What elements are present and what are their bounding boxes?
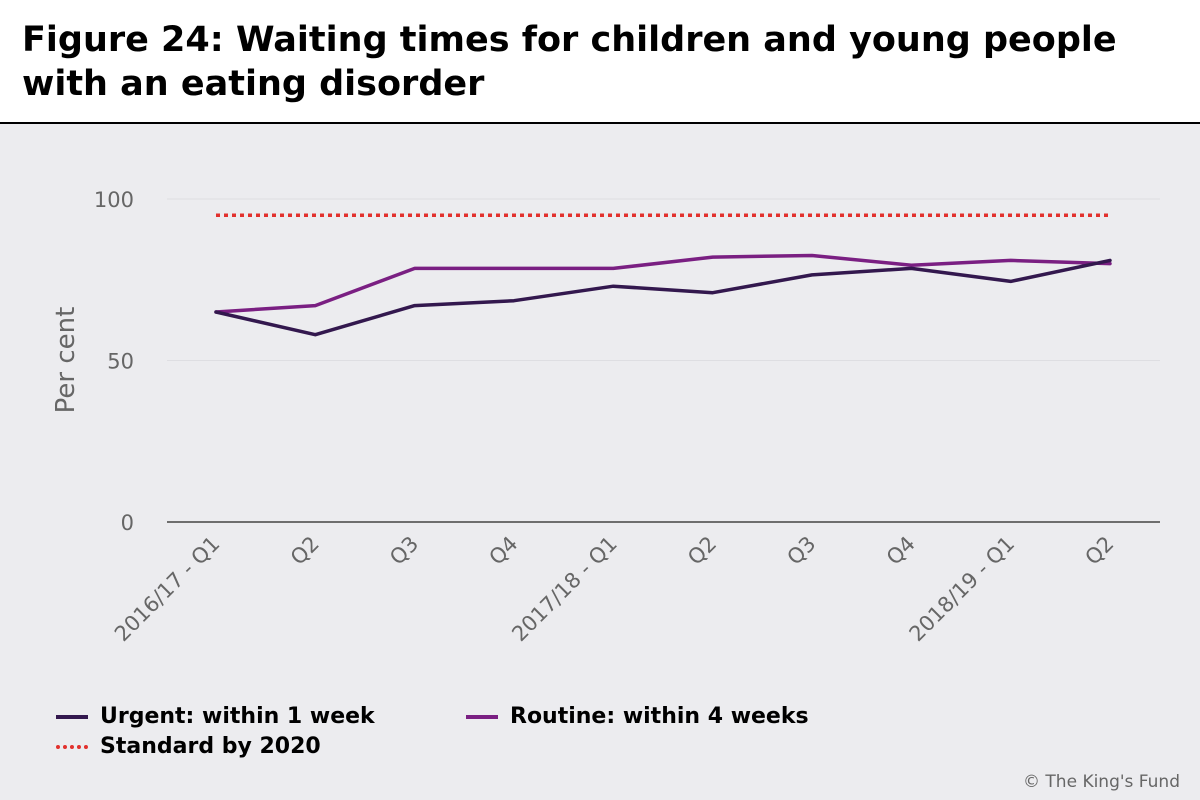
series-line-urgent[interactable] [214, 258, 1112, 337]
chart-panel [0, 122, 1200, 800]
y-tick-label: 100 [94, 188, 134, 212]
y-tick-labels: 0 50 100 [94, 188, 134, 535]
x-tick-label: Q3 [385, 532, 423, 570]
legend-label-standard: Standard by 2020 [100, 734, 321, 759]
series-layer [214, 213, 1112, 337]
y-tick-label: 50 [107, 350, 134, 374]
legend-swatch-urgent [56, 715, 88, 719]
x-tick-label: Q2 [1080, 532, 1118, 570]
legend-item-standard[interactable]: Standard by 2020 [56, 732, 321, 762]
copyright-notice: © The King's Fund [1023, 772, 1180, 792]
page-title: Figure 24: Waiting times for children an… [22, 20, 1117, 104]
legend-item-urgent[interactable]: Urgent: within 1 week [56, 702, 375, 732]
legend-label-routine: Routine: within 4 weeks [510, 704, 809, 729]
grid-layer [167, 198, 1160, 523]
series-line-routine[interactable] [214, 253, 1112, 314]
y-axis-label: Per cent [51, 307, 81, 414]
x-tick-label: Q2 [286, 532, 324, 570]
legend-item-routine[interactable]: Routine: within 4 weeks [466, 702, 809, 732]
x-tick-label: 2016/17 - Q1 [110, 532, 225, 647]
legend-swatch-standard [56, 745, 88, 749]
y-tick-label: 0 [121, 511, 134, 535]
legend-swatch-routine [466, 715, 498, 719]
x-tick-label: 2018/19 - Q1 [905, 532, 1020, 647]
x-tick-label: Q3 [782, 532, 820, 570]
x-tick-label: Q4 [882, 532, 920, 570]
legend-label-urgent: Urgent: within 1 week [100, 704, 375, 729]
x-tick-label: 2017/18 - Q1 [507, 532, 622, 647]
x-tick-label: Q2 [683, 532, 721, 570]
x-tick-label: Q4 [484, 532, 522, 570]
